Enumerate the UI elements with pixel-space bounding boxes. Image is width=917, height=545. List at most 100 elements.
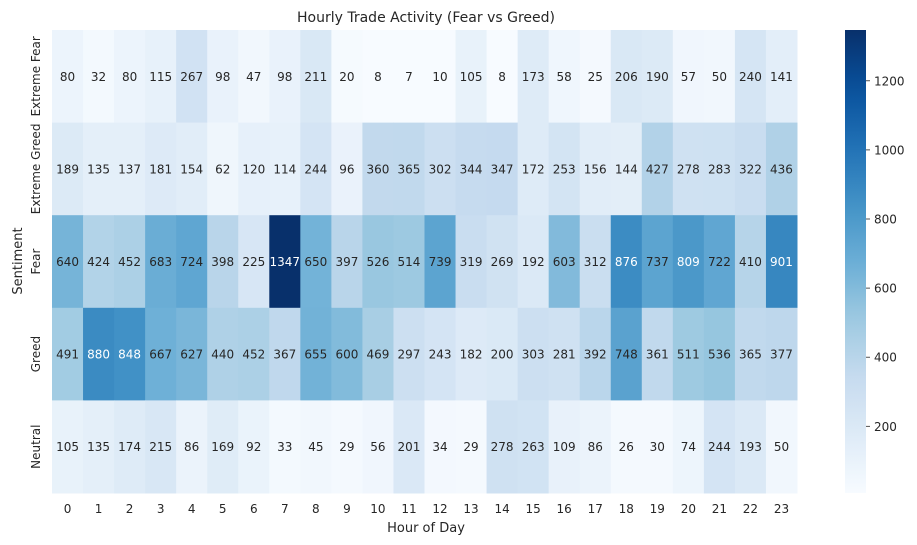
heatmap-cell [207, 122, 239, 216]
cell-value-label: 650 [304, 255, 327, 269]
heatmap-cell [703, 215, 736, 309]
heatmap-cell [734, 122, 767, 216]
heatmap-cell [641, 122, 674, 216]
heatmap-cell [579, 307, 612, 401]
cell-value-label: 98 [277, 70, 292, 84]
heatmap-cell [362, 400, 394, 494]
heatmap-cell [424, 400, 457, 494]
heatmap-cell [83, 307, 115, 401]
heatmap-cell [83, 122, 115, 216]
heatmap-cell [455, 30, 488, 124]
colorbar-ticks: 200 400 600 800 1000 1200 [866, 74, 905, 434]
cell-value-label: 105 [56, 440, 79, 454]
heatmap-cell [207, 30, 239, 124]
heatmap-cell [362, 307, 394, 401]
x-tick-label: 12 [432, 502, 447, 516]
heatmap-cell [238, 400, 270, 494]
cell-value-label: 182 [460, 348, 483, 362]
colorbar-tick-label: 200 [874, 420, 897, 434]
heatmap-cell [52, 400, 84, 494]
x-tick-label: 1 [95, 502, 103, 516]
heatmap-cell [610, 122, 643, 216]
cell-value-label: 135 [87, 440, 110, 454]
cell-value-label: 120 [242, 162, 265, 176]
x-tick-label: 8 [312, 502, 320, 516]
cell-value-label: 201 [398, 440, 421, 454]
cell-value-label: 880 [87, 348, 110, 362]
cell-value-label: 33 [277, 440, 292, 454]
heatmap-cell [703, 400, 736, 494]
x-tick-label: 2 [126, 502, 134, 516]
heatmap-cell [765, 307, 798, 401]
cell-value-label: 809 [677, 255, 700, 269]
cell-value-label: 283 [708, 162, 731, 176]
heatmap-cell [486, 215, 519, 309]
heatmap-cell [579, 122, 612, 216]
heatmap-cell [331, 30, 363, 124]
cell-value-label: 200 [491, 348, 514, 362]
heatmap-cell [579, 30, 612, 124]
cell-value-label: 244 [708, 440, 731, 454]
cell-value-label: 8 [374, 70, 382, 84]
heatmap-cell [517, 400, 550, 494]
heatmap-cell [114, 215, 146, 309]
heatmap-cell [548, 122, 581, 216]
colorbar-tick-label: 600 [874, 282, 897, 296]
heatmap-cell [331, 215, 363, 309]
x-axis-label: Hour of Day [387, 521, 465, 536]
cell-value-label: 281 [553, 348, 576, 362]
cell-value-label: 360 [366, 162, 389, 176]
heatmap-cell [393, 400, 425, 494]
cell-value-label: 452 [242, 348, 265, 362]
cell-value-label: 26 [619, 440, 634, 454]
cell-value-label: 683 [149, 255, 172, 269]
cell-value-label: 398 [211, 255, 234, 269]
heatmap-cell [517, 30, 550, 124]
cell-value-label: 365 [398, 162, 421, 176]
heatmap-cell [145, 400, 177, 494]
cell-value-label: 640 [56, 255, 79, 269]
cell-value-label: 901 [770, 255, 793, 269]
cell-value-label: 192 [522, 255, 545, 269]
heatmap-cell [455, 215, 488, 309]
heatmap-cell [734, 215, 767, 309]
cell-value-label: 8 [498, 70, 506, 84]
x-tick-label: 23 [774, 502, 789, 516]
x-tick-label: 10 [370, 502, 385, 516]
y-tick-label: Neutral [29, 425, 43, 469]
cell-value-label: 154 [180, 162, 203, 176]
heatmap-cell [486, 400, 519, 494]
heatmap-cell [486, 30, 519, 124]
heatmap-cell [238, 122, 270, 216]
heatmap-cell [300, 122, 332, 216]
heatmap-cell [579, 400, 612, 494]
x-tick-label: 14 [494, 502, 509, 516]
cell-value-label: 536 [708, 348, 731, 362]
cell-value-label: 215 [149, 440, 172, 454]
x-tick-label: 9 [343, 502, 351, 516]
y-axis-ticks: Extreme Fear Extreme Greed Fear Greed Neutra… [29, 36, 43, 469]
heatmap-cell [176, 122, 208, 216]
heatmap-cell [517, 307, 550, 401]
cell-value-label: 206 [615, 70, 638, 84]
heatmap-cell [672, 400, 705, 494]
heatmap-cell [610, 307, 643, 401]
heatmap-cell [238, 30, 270, 124]
x-tick-label: 16 [557, 502, 572, 516]
heatmap-cell [393, 122, 425, 216]
heatmap-cell [610, 400, 643, 494]
cell-value-label: 98 [215, 70, 230, 84]
heatmap-cell [424, 122, 457, 216]
cell-value-label: 297 [398, 348, 421, 362]
heatmap-cell [238, 307, 270, 401]
heatmap-cell [83, 30, 115, 124]
cell-value-label: 193 [739, 440, 762, 454]
cell-value-label: 627 [180, 348, 203, 362]
x-tick-label: 19 [650, 502, 665, 516]
y-tick-label: Fear [29, 248, 43, 274]
cell-value-label: 514 [398, 255, 421, 269]
heatmap-cell [393, 307, 425, 401]
cell-value-label: 397 [335, 255, 358, 269]
heatmap-cell [52, 215, 84, 309]
cell-value-label: 1347 [270, 255, 301, 269]
